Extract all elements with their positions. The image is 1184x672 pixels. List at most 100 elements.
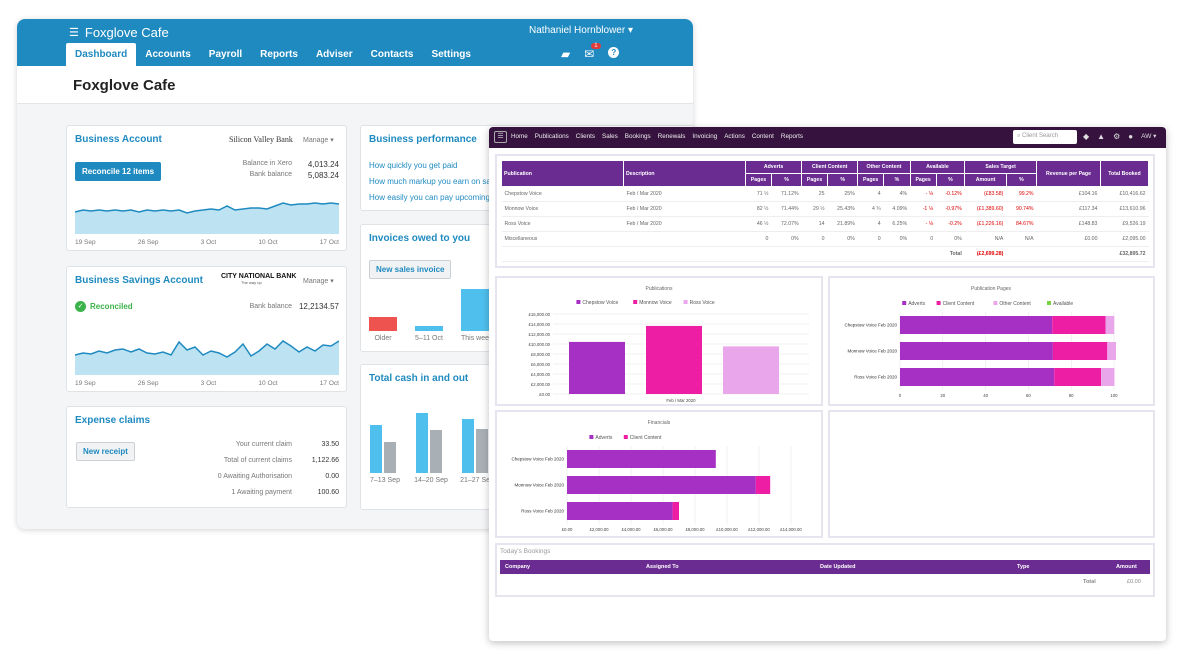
col-pages[interactable]: Pages <box>801 173 829 187</box>
card-title[interactable]: Business Account <box>75 134 162 145</box>
table-row[interactable]: Ross Voice Feb / Mar 2020 46 ½ 72.07% 14 21… <box>501 216 1149 232</box>
mail-icon[interactable]: ✉ 1 <box>584 43 601 61</box>
col-pages[interactable]: Pages <box>909 173 937 187</box>
new-sales-invoice-button[interactable]: New sales invoice <box>369 260 452 279</box>
table-row[interactable]: Miscellaneous 0 0% 0 0% 0 0% 0 0% N/A N/A £0.… <box>501 231 1149 247</box>
bell-icon[interactable]: ▲ <box>1097 132 1106 141</box>
chart-title: Financials <box>648 420 671 426</box>
gear-icon[interactable]: ⚙ <box>1113 132 1121 141</box>
x-tick-label: Feb / Mar 2020 <box>666 398 696 403</box>
nav-publications[interactable]: Publications <box>534 133 569 140</box>
cash-in-bar[interactable] <box>416 413 428 473</box>
tab-contacts[interactable]: Contacts <box>370 49 414 60</box>
cash-out-bar[interactable] <box>384 442 396 473</box>
y-tick-label: £0.00 <box>539 392 550 397</box>
tab-dashboard[interactable]: Dashboard <box>66 43 137 66</box>
nav-renewals[interactable]: Renewals <box>657 133 686 140</box>
tab-payroll[interactable]: Payroll <box>208 49 243 60</box>
col-pct[interactable]: % <box>883 173 911 187</box>
col-pages[interactable]: Pages <box>745 173 772 187</box>
col-pct[interactable]: % <box>1005 173 1038 187</box>
cash-in-bar[interactable] <box>370 425 382 473</box>
nav-bookings[interactable]: Bookings <box>624 133 651 140</box>
col-pct[interactable]: % <box>935 173 966 187</box>
expense-claims-card: Expense claims New receipt Your current … <box>66 406 347 508</box>
col-amount[interactable]: Amount <box>964 173 1007 187</box>
col-description[interactable]: Description <box>623 160 746 187</box>
col-assigned-to[interactable]: Assigned To <box>646 564 679 570</box>
tab-settings[interactable]: Settings <box>431 49 471 60</box>
nav-sales[interactable]: Sales <box>602 133 618 140</box>
search-icon: ⌕ <box>1017 133 1021 139</box>
bar-segment-other-content <box>1101 368 1115 386</box>
bar-this-week[interactable] <box>461 289 489 331</box>
balance-sparkline <box>75 340 339 375</box>
x-tick-label: £2,000.00 <box>589 527 609 532</box>
legend-label: Client Content <box>630 435 662 441</box>
col-company[interactable]: Company <box>505 564 531 570</box>
client-search-input[interactable]: ⌕ Client Search <box>1013 130 1077 144</box>
publications-table-panel: Publication Description Adverts Client C… <box>495 154 1155 268</box>
org-switcher[interactable]: ☰ Foxglove Cafe <box>69 25 169 40</box>
help-icon[interactable]: ? <box>608 47 620 58</box>
user-menu[interactable]: Nathaniel Hornblower ▾ <box>529 25 633 36</box>
col-total-booked[interactable]: Total Booked <box>1099 160 1150 187</box>
nav-actions[interactable]: Actions <box>724 133 745 140</box>
nav-invoicing[interactable]: Invoicing <box>692 133 718 140</box>
card-title[interactable]: Business Savings Account <box>75 275 203 286</box>
y-tick-label: £10,000.00 <box>528 342 550 347</box>
cash-out-bar[interactable] <box>430 430 442 473</box>
nav-clients[interactable]: Clients <box>575 133 596 140</box>
nav-content[interactable]: Content <box>751 133 774 140</box>
card-title[interactable]: Total cash in and out <box>369 373 469 384</box>
tab-reports[interactable]: Reports <box>260 49 298 60</box>
tab-accounts[interactable]: Accounts <box>145 49 191 60</box>
col-type[interactable]: Type <box>1017 564 1030 570</box>
manage-menu[interactable]: Manage ▾ <box>303 137 334 144</box>
manage-menu[interactable]: Manage ▾ <box>303 278 334 285</box>
bar-segment-adverts <box>567 450 716 468</box>
performance-link[interactable]: How quickly you get paid <box>369 161 458 170</box>
cash-out-bar[interactable] <box>476 429 488 473</box>
y-tick-label: £6,000.00 <box>531 362 551 367</box>
total-row: Total (£2,699.28) £32,895.72 <box>501 246 1149 262</box>
performance-link[interactable]: How easily you can pay upcoming bills <box>369 193 506 202</box>
legend-label: Other Content <box>999 301 1031 307</box>
nav-reports[interactable]: Reports <box>780 133 803 140</box>
cash-in-bar[interactable] <box>462 419 474 473</box>
nav-home[interactable]: Home <box>511 133 528 140</box>
col-pct[interactable]: % <box>770 173 803 187</box>
bar-segment-adverts <box>900 342 1053 360</box>
col-pages[interactable]: Pages <box>857 173 885 187</box>
org-name: Foxglove Cafe <box>84 25 169 40</box>
table-row[interactable]: Chepstow Voice Feb / Mar 2020 71 ½ 71.12% … <box>501 186 1149 202</box>
publications-table: Publication Description Adverts Client C… <box>501 160 1150 262</box>
x-tick-label: £10,000.00 <box>716 527 738 532</box>
col-revenue-per-page[interactable]: Revenue per Page <box>1036 160 1101 187</box>
claims-summary: Your current claim 33.50 Total of current… <box>177 441 339 505</box>
publication-pages-chart-panel: Publication Pages Adverts Client Content Ot… <box>828 276 1155 406</box>
menu-icon[interactable]: ☰ <box>494 131 507 143</box>
dropbox-icon[interactable]: ◆ <box>1083 132 1090 141</box>
x-tick-label: 100 <box>1110 393 1118 398</box>
card-title[interactable]: Expense claims <box>75 415 151 426</box>
performance-link[interactable]: How much markup you earn on sales <box>369 177 502 186</box>
tab-adviser[interactable]: Adviser <box>315 49 353 60</box>
bar-5-11-oct[interactable] <box>415 326 443 331</box>
col-publication[interactable]: Publication <box>501 160 624 187</box>
col-date-updated[interactable]: Date Updated <box>820 564 856 570</box>
col-amount[interactable]: Amount <box>1116 564 1137 570</box>
reconcile-button[interactable]: Reconcile 12 items <box>75 162 162 181</box>
menu-icon: ☰ <box>69 27 79 39</box>
table-row[interactable]: Monnow Voice Feb / Mar 2020 82 ½ 71.44% 29… <box>501 201 1149 217</box>
user-menu[interactable]: AW ▾ <box>1141 133 1157 140</box>
bar-older[interactable] <box>369 317 397 331</box>
folder-icon[interactable]: ▰ <box>561 47 571 61</box>
card-title[interactable]: Business performance <box>369 134 477 145</box>
help-icon[interactable]: ● <box>1128 132 1134 141</box>
user-name: Nathaniel Hornblower <box>529 25 626 36</box>
legend-swatch <box>936 301 941 305</box>
col-pct[interactable]: % <box>827 173 859 187</box>
new-receipt-button[interactable]: New receipt <box>76 442 135 461</box>
card-title[interactable]: Invoices owed to you <box>369 233 471 244</box>
